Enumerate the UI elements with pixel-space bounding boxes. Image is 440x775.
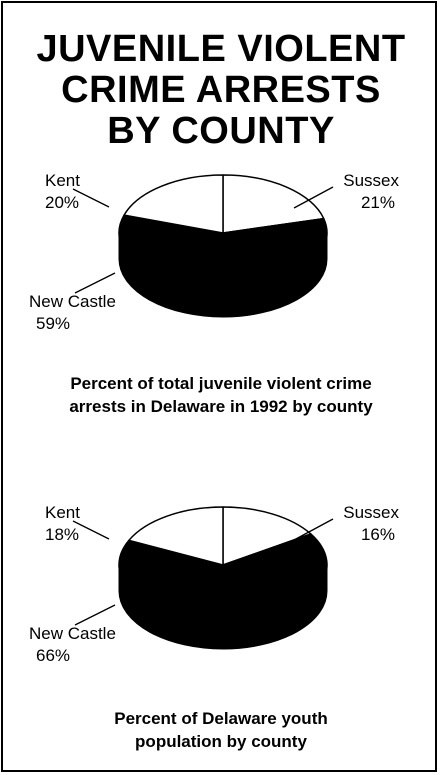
pie-slice-kent: [123, 174, 224, 234]
caption-line: arrests in Delaware in 1992 by county: [69, 397, 373, 416]
slice-value-new-castle: 59%: [36, 314, 70, 333]
page-title: JUVENILE VIOLENT CRIME ARRESTS BY COUNTY: [3, 29, 439, 152]
pie-slice-new-castle: [118, 214, 328, 292]
leader-line-kent: [72, 188, 110, 208]
slice-label-sussex: Sussex: [343, 171, 399, 190]
slice-value-kent: 20%: [45, 193, 79, 212]
leader-line-sussex: [293, 186, 334, 209]
slice-label-kent: Kent: [45, 503, 80, 522]
slice-value-kent: 18%: [45, 525, 79, 544]
arrests-pie-chart: Sussex 21% New Castle 59% Kent 20%: [29, 171, 399, 333]
slice-value-sussex: 21%: [361, 193, 395, 212]
leader-line-kent: [72, 520, 110, 540]
slice-label-kent: Kent: [45, 171, 80, 190]
slice-value-sussex: 16%: [361, 525, 395, 544]
pie-slice-sussex: [222, 506, 312, 566]
caption-line: Percent of Delaware youth: [114, 709, 328, 728]
caption-line: population by county: [135, 732, 307, 751]
title-line: BY COUNTY: [107, 110, 335, 152]
slice-label-new-castle: New Castle: [29, 292, 116, 311]
leader-line-sussex: [293, 518, 334, 541]
pie-slice-kent: [128, 506, 224, 566]
title-line: JUVENILE VIOLENT: [36, 28, 406, 70]
slice-label-sussex: Sussex: [343, 503, 399, 522]
leader-line-new-castle: [74, 604, 116, 626]
leader-line-new-castle: [74, 272, 116, 294]
youth-chart-caption: Percent of Delaware youth population by …: [3, 707, 439, 753]
youth-population-pie-chart: Sussex 16% New Castle 66% Kent 18%: [29, 503, 399, 665]
arrests-chart-caption: Percent of total juvenile violent crime …: [3, 372, 439, 418]
slice-value-new-castle: 66%: [36, 646, 70, 665]
title-line: CRIME ARRESTS: [61, 69, 381, 111]
caption-line: Percent of total juvenile violent crime: [70, 374, 372, 393]
pie-slice-new-castle: [118, 533, 328, 624]
slice-label-new-castle: New Castle: [29, 624, 116, 643]
pie-slice-sussex: [222, 174, 325, 234]
